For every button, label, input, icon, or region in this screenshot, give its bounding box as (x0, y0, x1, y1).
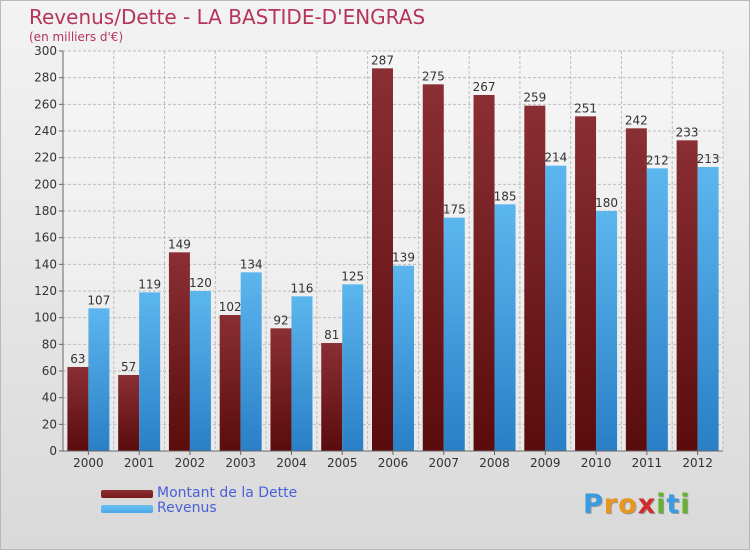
y-tick-label: 240 (34, 124, 57, 138)
bar-debt (676, 140, 698, 452)
bar-revenue (697, 167, 719, 451)
x-tick-label: 2004 (276, 456, 307, 470)
y-tick-label: 160 (34, 231, 57, 245)
bar-debt (575, 116, 597, 451)
data-label-revenue: 119 (138, 277, 161, 291)
y-tick-label: 20 (42, 417, 57, 431)
data-label-debt: 259 (523, 91, 546, 105)
bar-debt (270, 328, 292, 451)
bar-debt (524, 105, 546, 452)
y-tick-label: 260 (34, 97, 57, 111)
x-tick-label: 2002 (175, 456, 206, 470)
data-label-revenue: 139 (392, 251, 415, 265)
data-label-debt: 102 (219, 300, 242, 314)
bar-revenue (291, 296, 313, 451)
legend-label-debt: Montant de la Dette (157, 485, 298, 501)
bar-debt (168, 252, 190, 451)
legend-swatch-debt (101, 490, 153, 498)
data-label-revenue: 180 (595, 196, 618, 210)
data-label-debt: 275 (422, 69, 445, 83)
bar-debt (372, 68, 393, 451)
data-label-revenue: 185 (494, 189, 517, 203)
data-label-debt: 287 (371, 53, 394, 67)
x-tick-label: 2012 (682, 456, 713, 470)
data-label-revenue: 214 (544, 151, 567, 165)
bar-debt (219, 315, 241, 451)
data-label-revenue: 213 (697, 152, 720, 166)
bar-debt (118, 375, 140, 451)
data-label-debt: 57 (121, 360, 136, 374)
y-tick-label: 180 (34, 204, 57, 218)
logo-letter: r (603, 489, 619, 520)
logo-letter: i (656, 489, 667, 520)
bars: 63 107 57 119 149 120 102 134 92 116 81 125 287 139 27… (67, 53, 720, 452)
bar-debt (625, 128, 647, 451)
data-label-revenue: 125 (341, 269, 364, 283)
bar-revenue (596, 211, 618, 451)
bar-debt (473, 95, 495, 451)
logo-letter: t (666, 489, 681, 520)
data-label-debt: 92 (273, 313, 288, 327)
bar-revenue (139, 292, 161, 451)
logo-letter: P (583, 489, 604, 520)
data-label-debt: 267 (473, 80, 496, 94)
bar-revenue (545, 165, 567, 451)
data-label-debt: 63 (70, 352, 85, 366)
x-tick-label: 2007 (428, 456, 459, 470)
bar-debt (67, 367, 89, 451)
bar-revenue (494, 204, 516, 451)
bar-revenue (443, 217, 465, 451)
legend-swatch-revenue (101, 505, 153, 513)
chart-subtitle: (en milliers d'€) (29, 30, 124, 44)
data-label-debt: 242 (625, 113, 648, 127)
bar-revenue (342, 284, 364, 451)
y-tick-label: 80 (42, 337, 57, 351)
data-label-revenue: 107 (87, 293, 110, 307)
bar-revenue (189, 291, 211, 451)
proxiti-logo: Proxiti (583, 489, 691, 520)
x-tick-label: 2006 (378, 456, 409, 470)
bar-debt (321, 343, 343, 451)
logo-letter: o (618, 489, 638, 520)
data-label-revenue: 134 (240, 257, 263, 271)
data-label-debt: 81 (324, 328, 339, 342)
legend-label-revenue: Revenus (157, 500, 217, 516)
data-label-debt: 149 (168, 237, 191, 251)
bar-revenue (646, 168, 668, 452)
y-tick-label: 300 (34, 44, 57, 58)
x-tick-label: 2011 (632, 456, 663, 470)
bar-debt (422, 84, 444, 451)
x-tick-label: 2005 (327, 456, 358, 470)
y-tick-label: 100 (34, 311, 57, 325)
data-label-revenue: 175 (443, 203, 466, 217)
y-tick-label: 0 (49, 444, 57, 458)
y-tick-label: 120 (34, 284, 57, 298)
y-tick-label: 200 (34, 177, 57, 191)
logo-letter: x (637, 489, 657, 520)
axes: 0 20 40 60 80 100 120 140 160 180 200 220 240 260 280 3… (34, 44, 723, 470)
data-label-debt: 233 (676, 125, 699, 139)
x-tick-label: 2003 (225, 456, 256, 470)
x-tick-label: 2000 (73, 456, 104, 470)
chart-title: Revenus/Dette - LA BASTIDE-D'ENGRAS (29, 5, 426, 29)
x-tick-label: 2001 (124, 456, 155, 470)
x-tick-label: 2010 (581, 456, 612, 470)
y-tick-label: 280 (34, 71, 57, 85)
y-tick-label: 140 (34, 257, 57, 271)
y-tick-label: 40 (42, 391, 57, 405)
data-label-debt: 251 (574, 101, 597, 115)
data-label-revenue: 212 (646, 153, 669, 167)
data-label-revenue: 116 (291, 281, 314, 295)
x-tick-label: 2008 (479, 456, 510, 470)
bar-revenue (240, 272, 262, 451)
x-tick-label: 2009 (530, 456, 561, 470)
bar-revenue (88, 308, 110, 451)
logo-letter: i (680, 489, 691, 520)
bar-revenue (393, 265, 414, 451)
y-tick-label: 60 (42, 364, 57, 378)
y-tick-label: 220 (34, 151, 57, 165)
data-label-revenue: 120 (189, 276, 212, 290)
